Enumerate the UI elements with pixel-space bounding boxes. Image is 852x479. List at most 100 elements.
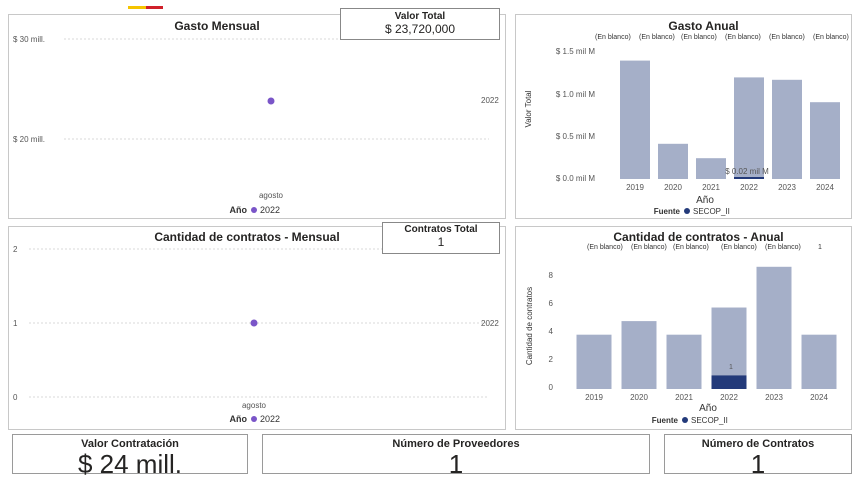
y-tick-label: 0	[13, 393, 18, 402]
legend-title: Fuente	[654, 207, 681, 216]
bars: 2019 2020 2021 2022 2023 2024	[576, 266, 837, 402]
legend-item[interactable]: 2022	[260, 205, 280, 215]
card-label: Valor Contratación	[81, 438, 179, 450]
gasto-mensual-panel[interactable]: Gasto Mensual $ 30 mill. $ 20 mill. 2022…	[8, 14, 506, 219]
y-tick-label: 1	[13, 319, 18, 328]
top-label: (En blanco)	[631, 244, 667, 251]
logo-red-stripe	[146, 6, 163, 9]
bar-2021[interactable]	[666, 334, 702, 389]
x-tick-label: agosto	[259, 191, 284, 200]
gasto-mensual-chart[interactable]: $ 30 mill. $ 20 mill. 2022 agosto Año 20…	[9, 15, 505, 218]
y-tick-label: $ 0.5 mil M	[556, 132, 595, 141]
y-tick-label: 2	[13, 245, 18, 254]
x-tick-label: 2023	[765, 393, 783, 402]
legend-item[interactable]: 2022	[260, 414, 280, 424]
top-label: (En blanco)	[587, 244, 623, 251]
contratos-mensual-title: Cantidad de contratos - Mensual	[154, 230, 340, 244]
contratos-mensual-panel[interactable]: Cantidad de contratos - Mensual 2 1 0 20…	[8, 226, 506, 430]
bar-2020[interactable]	[621, 321, 657, 389]
bar-secop-2022[interactable]	[734, 177, 764, 179]
contratos-anual-title: Cantidad de contratos - Anual	[613, 230, 784, 244]
bar-2022[interactable]	[734, 77, 764, 179]
x-tick-label: agosto	[242, 401, 267, 410]
top-labels: (En blanco) (En blanco) (En blanco) (En …	[595, 34, 849, 41]
card-value: 1	[750, 449, 766, 479]
card-label: Número de Proveedores	[392, 438, 520, 450]
top-label: (En blanco)	[681, 34, 717, 41]
bar-2023[interactable]	[772, 79, 802, 179]
point-series-label: 2022	[481, 96, 499, 105]
legend-swatch	[251, 207, 257, 213]
top-label: (En blanco)	[673, 244, 709, 251]
y-tick-label: 0	[549, 383, 554, 392]
card-label: Número de Contratos	[701, 438, 815, 450]
x-tick-label: 2019	[585, 393, 603, 402]
legend-item[interactable]: SECOP_II	[691, 416, 728, 425]
valor-total-value: $ 23,720,000	[384, 22, 456, 36]
y-tick-label: $ 1.5 mil M	[556, 47, 595, 56]
contratos-total-kpi[interactable]: Contratos Total 1	[382, 222, 500, 254]
x-tick-label: 2024	[816, 183, 834, 192]
x-tick-label: 2022	[740, 183, 758, 192]
y-tick-label: $ 20 mill.	[13, 135, 45, 144]
valor-total-kpi[interactable]: Valor Total $ 23,720,000	[340, 8, 500, 40]
bar-2019[interactable]	[576, 334, 612, 389]
contratos-anual-chart[interactable]: (En blanco) (En blanco) (En blanco) (En …	[515, 226, 852, 430]
bar-2024[interactable]	[801, 334, 837, 389]
y-tick-label: $ 30 mill.	[13, 35, 45, 44]
legend-swatch	[251, 416, 257, 422]
contratos-anual-panel[interactable]: Cantidad de contratos - Anual (En blanco…	[515, 226, 852, 430]
secop-data-label: $ 0.02 mil M	[725, 167, 769, 176]
bar-secop-2022[interactable]	[711, 375, 747, 389]
x-tick-label: 2021	[702, 183, 720, 192]
data-point-2022[interactable]	[267, 97, 275, 105]
legend-swatch	[684, 208, 690, 214]
secop-data-label: 1	[729, 364, 733, 371]
gasto-mensual-title: Gasto Mensual	[174, 19, 260, 33]
x-tick-label: 2020	[630, 393, 648, 402]
legend-swatch	[682, 417, 688, 423]
numero-proveedores-card[interactable]: Número de Proveedores 1	[262, 434, 650, 478]
logo-yellow-stripe	[128, 6, 146, 9]
y-tick-label: 4	[549, 327, 554, 336]
bar-2019[interactable]	[620, 60, 650, 179]
bar-2021[interactable]	[696, 158, 726, 179]
numero-contratos-card[interactable]: Número de Contratos 1	[664, 434, 852, 478]
legend-title: Fuente	[652, 416, 679, 425]
y-axis-label: Valor Total	[524, 90, 533, 127]
y-tick-label: 8	[549, 271, 554, 280]
top-label: (En blanco)	[595, 34, 631, 41]
gasto-anual-chart[interactable]: (En blanco) (En blanco) (En blanco) (En …	[515, 14, 852, 219]
x-tick-label: 2024	[810, 393, 828, 402]
data-point-2022[interactable]	[250, 319, 258, 327]
top-label: (En blanco)	[721, 244, 757, 251]
valor-total-label: Valor Total	[394, 11, 446, 22]
x-tick-label: 2021	[675, 393, 693, 402]
top-label: (En blanco)	[769, 34, 805, 41]
y-tick-label: $ 0.0 mil M	[556, 174, 595, 183]
x-tick-label: 2019	[626, 183, 644, 192]
card-value: $ 24 mill.	[77, 449, 183, 479]
gasto-anual-panel[interactable]: Gasto Anual (En blanco) (En blanco) (En …	[515, 14, 852, 219]
point-series-label: 2022	[481, 319, 499, 328]
valor-contratacion-card[interactable]: Valor Contratación $ 24 mill.	[12, 434, 248, 478]
x-axis-label: Año	[699, 403, 717, 414]
bar-2024[interactable]	[810, 102, 840, 179]
card-value: 1	[448, 449, 464, 479]
contratos-mensual-chart[interactable]: 2 1 0 2022 agosto Año 2022	[9, 227, 505, 429]
bars: 2019 2020 2021 2022 2023 2024	[620, 60, 840, 192]
y-tick-label: 2	[549, 355, 554, 364]
bar-2023[interactable]	[756, 266, 792, 389]
legend-item[interactable]: SECOP_II	[693, 207, 730, 216]
y-axis-label: Cantidad de contratos	[525, 287, 534, 365]
contratos-total-value: 1	[437, 235, 445, 249]
legend-title: Año	[230, 414, 248, 424]
top-label: (En blanco)	[639, 34, 675, 41]
top-label: 1	[818, 244, 822, 251]
x-tick-label: 2020	[664, 183, 682, 192]
top-label: (En blanco)	[765, 244, 801, 251]
x-tick-label: 2022	[720, 393, 738, 402]
bar-2020[interactable]	[658, 143, 688, 179]
y-tick-label: $ 1.0 mil M	[556, 90, 595, 99]
top-label: (En blanco)	[725, 34, 761, 41]
